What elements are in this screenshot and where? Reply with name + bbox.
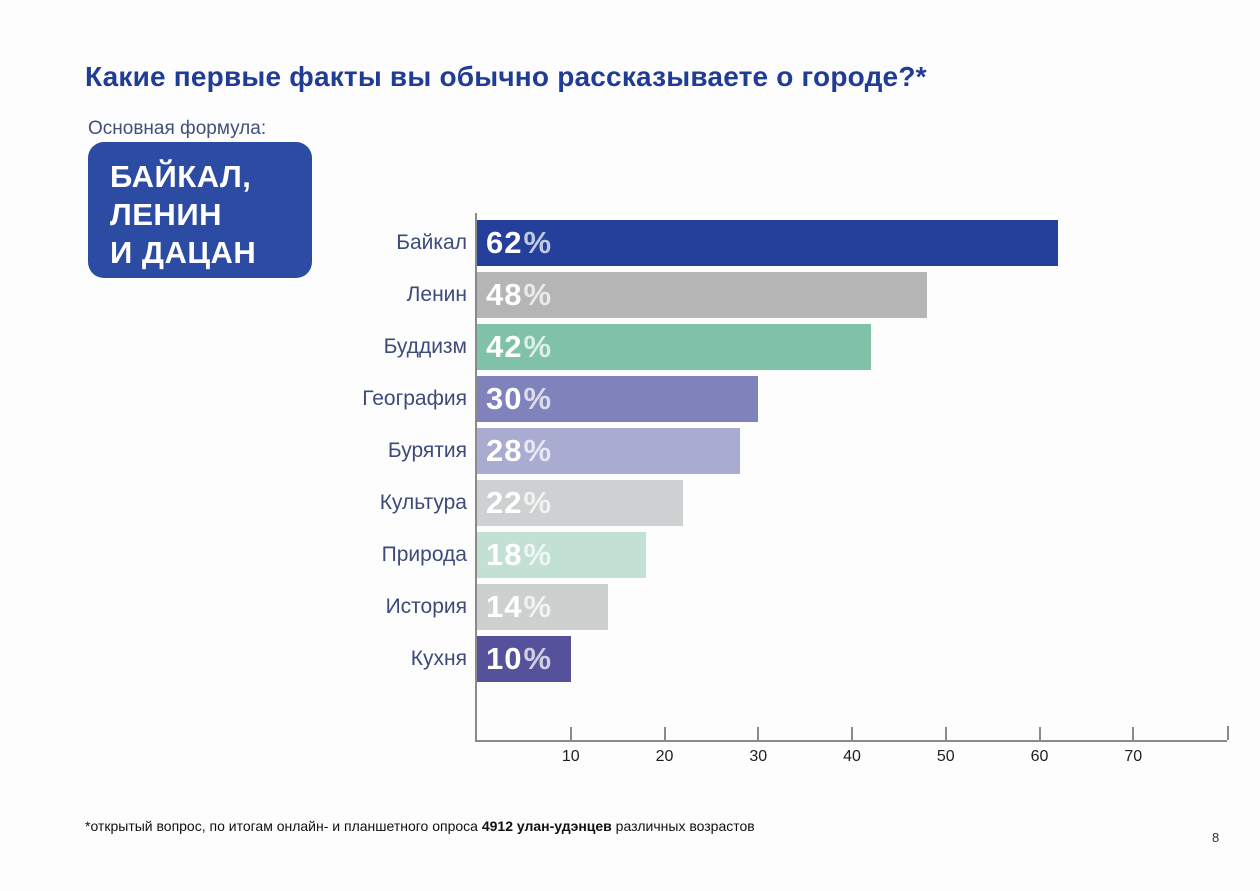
bar: 10% [477,636,571,682]
x-axis-tick [1132,727,1135,740]
formula-caption: Основная формула: [88,118,267,139]
bar-track: 42% [477,324,1227,370]
chart-row: История 14% [340,584,1227,630]
category-label: Бурятия [387,439,467,462]
page-title: Какие первые факты вы обычно рассказывае… [85,60,927,92]
x-axis-tick [757,727,760,740]
bar-value-label: 62 [486,225,523,260]
bar-value-label: 42 [486,329,523,364]
footnote-text: *открытый вопрос, по итогам онлайн- и пл… [85,818,482,834]
chart-row: Ленин 48% [340,272,1227,318]
bar-value-percent-sign: % [523,433,552,468]
chart-rows: Байкал 62% Ленин 48% Буддизм 42% География 30% Б… [340,220,1227,688]
formula-highlight-box: БАЙКАЛ, ЛЕНИН И ДАЦАН [88,142,312,278]
bar-track: 62% [477,220,1227,266]
bar-value-percent-sign: % [523,381,552,416]
x-axis-tick [569,727,572,740]
footnote: *открытый вопрос, по итогам онлайн- и пл… [85,818,755,834]
bar-track: 10% [477,636,1227,682]
bar: 62% [477,220,1059,266]
bar-value-percent-sign: % [523,225,552,260]
formula-box-line: ЛЕНИН [110,197,222,232]
bar-value-label: 48 [486,277,523,312]
category-label: Кухня [410,647,467,670]
x-axis-tick-label: 60 [1030,748,1049,765]
bar: 14% [477,584,609,630]
bar-track: 48% [477,272,1227,318]
bar: 28% [477,428,740,474]
category-label: История [385,595,467,618]
x-axis-tick [944,727,947,740]
formula-box-line: И ДАЦАН [110,235,257,270]
bar-value-label: 28 [486,433,523,468]
page-number: 8 [1212,830,1220,845]
x-axis-tick-label: 10 [561,748,580,765]
chart-row: Кухня 10% [340,636,1227,682]
x-axis-tick [663,727,666,740]
category-label: Буддизм [383,335,467,358]
axis-end-tick [1227,726,1229,740]
bar-value-label: 10 [486,641,523,676]
category-label: География [362,387,467,410]
bar-chart: 10 20 30 40 50 60 70 Байкал 62% Ленин 48% Буддизм 4… [340,213,1229,765]
x-axis-tick-label: 30 [749,748,768,765]
bar: 42% [477,324,871,370]
chart-row: Бурятия 28% [340,428,1227,474]
footnote-bold-text: 4912 улан-удэнцев [481,818,612,834]
bar-value-label: 30 [486,381,523,416]
chart-axes: 10 20 30 40 50 60 70 [475,213,1229,765]
x-axis-tick-label: 20 [655,748,674,765]
bar: 22% [477,480,684,526]
bar: 18% [477,532,646,578]
bar: 48% [477,272,927,318]
category-label: Природа [381,543,467,566]
category-label: Ленин [406,283,467,306]
x-axis-tick [1038,727,1041,740]
bar-track: 18% [477,532,1227,578]
chart-row: География 30% [340,376,1227,422]
chart-row: Буддизм 42% [340,324,1227,370]
bar-value-percent-sign: % [523,641,552,676]
x-axis-tick-label: 70 [1124,748,1143,765]
footnote-suffix-text: различных возрастов [611,818,755,834]
bar-track: 14% [477,584,1227,630]
bar-track: 22% [477,480,1227,526]
x-axis-tick-label: 50 [936,748,955,765]
bar-value-percent-sign: % [523,537,552,572]
bar-value-percent-sign: % [523,329,552,364]
bar-value-percent-sign: % [523,277,552,312]
category-label: Байкал [396,231,467,254]
x-axis-tick [851,727,853,740]
formula-box-line: БАЙКАЛ, [110,159,252,194]
x-axis-tick-label: 40 [843,748,861,765]
category-label: Культура [379,491,467,514]
bar-track: 30% [477,376,1227,422]
chart-row: Байкал 62% [340,220,1227,266]
bar-value-percent-sign: % [523,589,552,624]
bar-value-label: 18 [486,537,523,572]
bar-value-percent-sign: % [523,485,552,520]
bar-value-label: 22 [486,485,523,520]
bar-track: 28% [477,428,1227,474]
chart-row: Природа 18% [340,532,1227,578]
chart-row: Культура 22% [340,480,1227,526]
bar: 30% [477,376,759,422]
bar-value-label: 14 [486,589,523,624]
